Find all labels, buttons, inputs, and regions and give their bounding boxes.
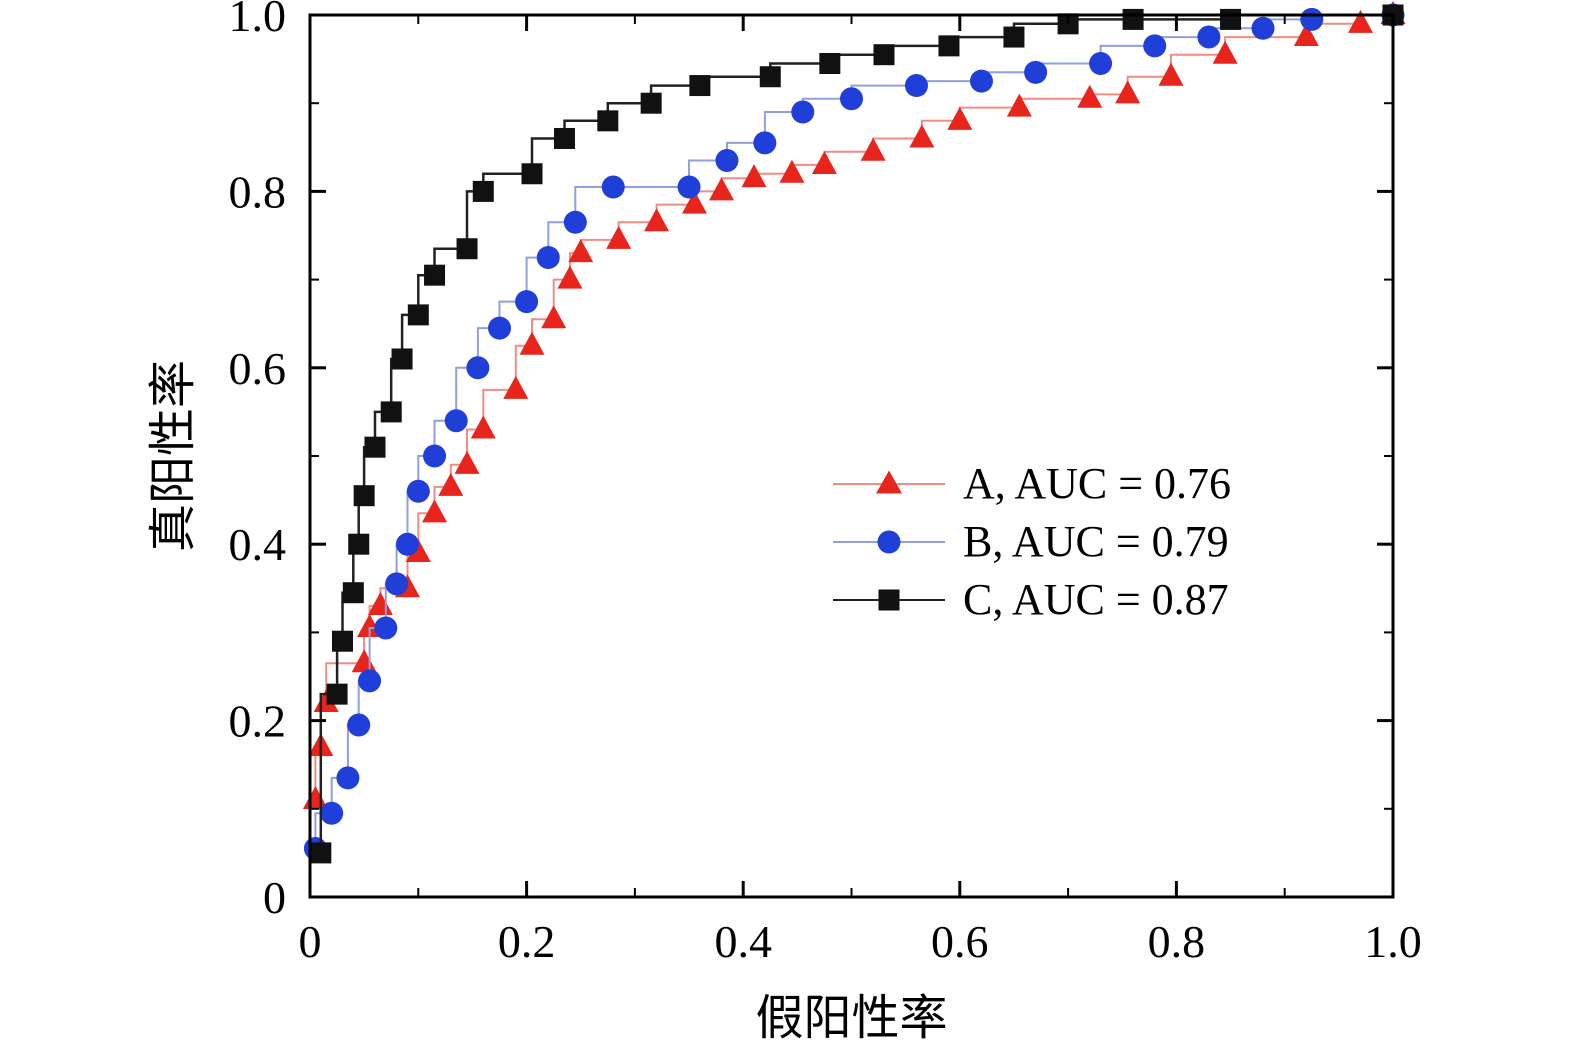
circle-marker-icon	[877, 530, 901, 554]
svg-text:0.4: 0.4	[229, 519, 287, 570]
legend-item-b: B, AUC = 0.79	[833, 516, 1231, 568]
legend-label-b: B, AUC = 0.79	[963, 517, 1229, 566]
legend-swatch-a	[833, 468, 945, 500]
svg-text:0.6: 0.6	[229, 343, 287, 394]
legend-label-c: C, AUC = 0.87	[963, 575, 1229, 624]
svg-text:0: 0	[263, 872, 286, 923]
svg-text:0.6: 0.6	[931, 916, 989, 967]
x-axis-label: 假阳性率	[755, 992, 948, 1045]
square-marker-icon	[878, 589, 900, 611]
legend-swatch-c	[833, 584, 945, 616]
legend: A, AUC = 0.76 B, AUC = 0.79 C, AUC = 0.8…	[833, 458, 1231, 626]
legend-label-a: A, AUC = 0.76	[963, 459, 1232, 508]
svg-text:0.8: 0.8	[1148, 916, 1206, 967]
triangle-marker-icon	[876, 470, 902, 494]
legend-swatch-b	[833, 526, 945, 558]
svg-text:0.4: 0.4	[714, 916, 772, 967]
legend-item-c: C, AUC = 0.87	[833, 574, 1231, 626]
svg-text:1.0: 1.0	[229, 0, 287, 41]
svg-text:0.2: 0.2	[229, 696, 287, 747]
svg-text:1.0: 1.0	[1364, 916, 1422, 967]
svg-text:0.8: 0.8	[229, 166, 287, 217]
legend-item-a: A, AUC = 0.76	[833, 458, 1231, 510]
y-axis-label: 真阳性率	[147, 359, 200, 553]
svg-text:0.2: 0.2	[498, 916, 556, 967]
svg-text:0: 0	[299, 916, 322, 967]
